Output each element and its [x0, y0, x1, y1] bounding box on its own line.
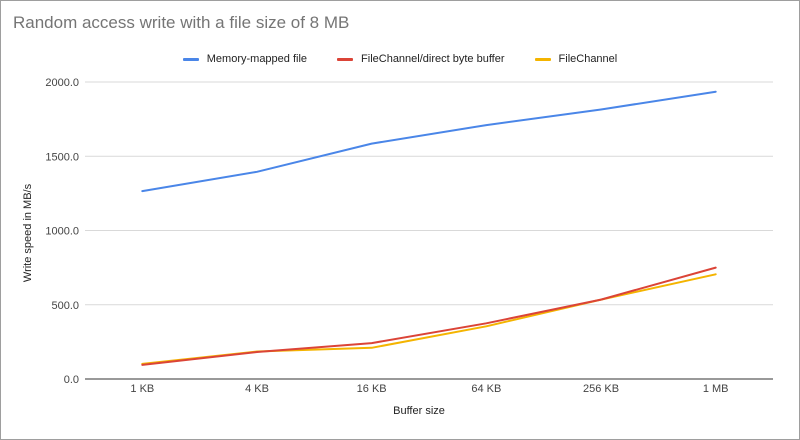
x-tick-label: 256 KB — [583, 383, 619, 395]
legend-swatch-direct-buffer — [337, 57, 354, 61]
legend: Memory-mapped file FileChannel/direct by… — [1, 53, 799, 65]
series-line-1[interactable] — [141, 266, 717, 366]
series-line-0[interactable] — [141, 90, 717, 193]
legend-item-memory-mapped[interactable]: Memory-mapped file — [182, 53, 308, 65]
legend-item-direct-buffer[interactable]: FileChannel/direct byte buffer — [337, 53, 505, 65]
x-tick-label: 64 KB — [471, 383, 501, 395]
gridlines — [85, 81, 773, 380]
series-lines — [141, 90, 717, 366]
y-tick-label: 1500.0 — [45, 151, 79, 163]
legend-item-filechannel[interactable]: FileChannel — [534, 53, 618, 65]
series-line-2[interactable] — [141, 273, 717, 365]
chart-title: Random access write with a file size of … — [13, 13, 350, 32]
x-axis-title: Buffer size — [393, 405, 445, 417]
legend-label-direct-buffer: FileChannel/direct byte buffer — [361, 53, 505, 65]
legend-swatch-filechannel — [534, 57, 551, 61]
y-tick-labels: 0.0 500.0 1000.0 1500.0 2000.0 — [45, 77, 79, 386]
x-tick-label: 1 MB — [703, 383, 729, 395]
y-axis-title: Write speed in MB/s — [22, 183, 34, 282]
y-tick-label: 2000.0 — [45, 77, 79, 89]
legend-label-filechannel: FileChannel — [558, 53, 618, 65]
x-tick-label: 4 KB — [245, 383, 269, 395]
x-tick-labels: 1 KB 4 KB 16 KB 64 KB 256 KB 1 MB — [130, 383, 728, 395]
y-tick-label: 500.0 — [51, 300, 79, 312]
y-tick-label: 0.0 — [64, 374, 79, 386]
x-tick-label: 16 KB — [357, 383, 387, 395]
y-tick-label: 1000.0 — [45, 226, 79, 238]
x-tick-label: 1 KB — [130, 383, 154, 395]
legend-swatch-memory-mapped — [182, 57, 199, 61]
legend-label-memory-mapped: Memory-mapped file — [206, 53, 308, 65]
